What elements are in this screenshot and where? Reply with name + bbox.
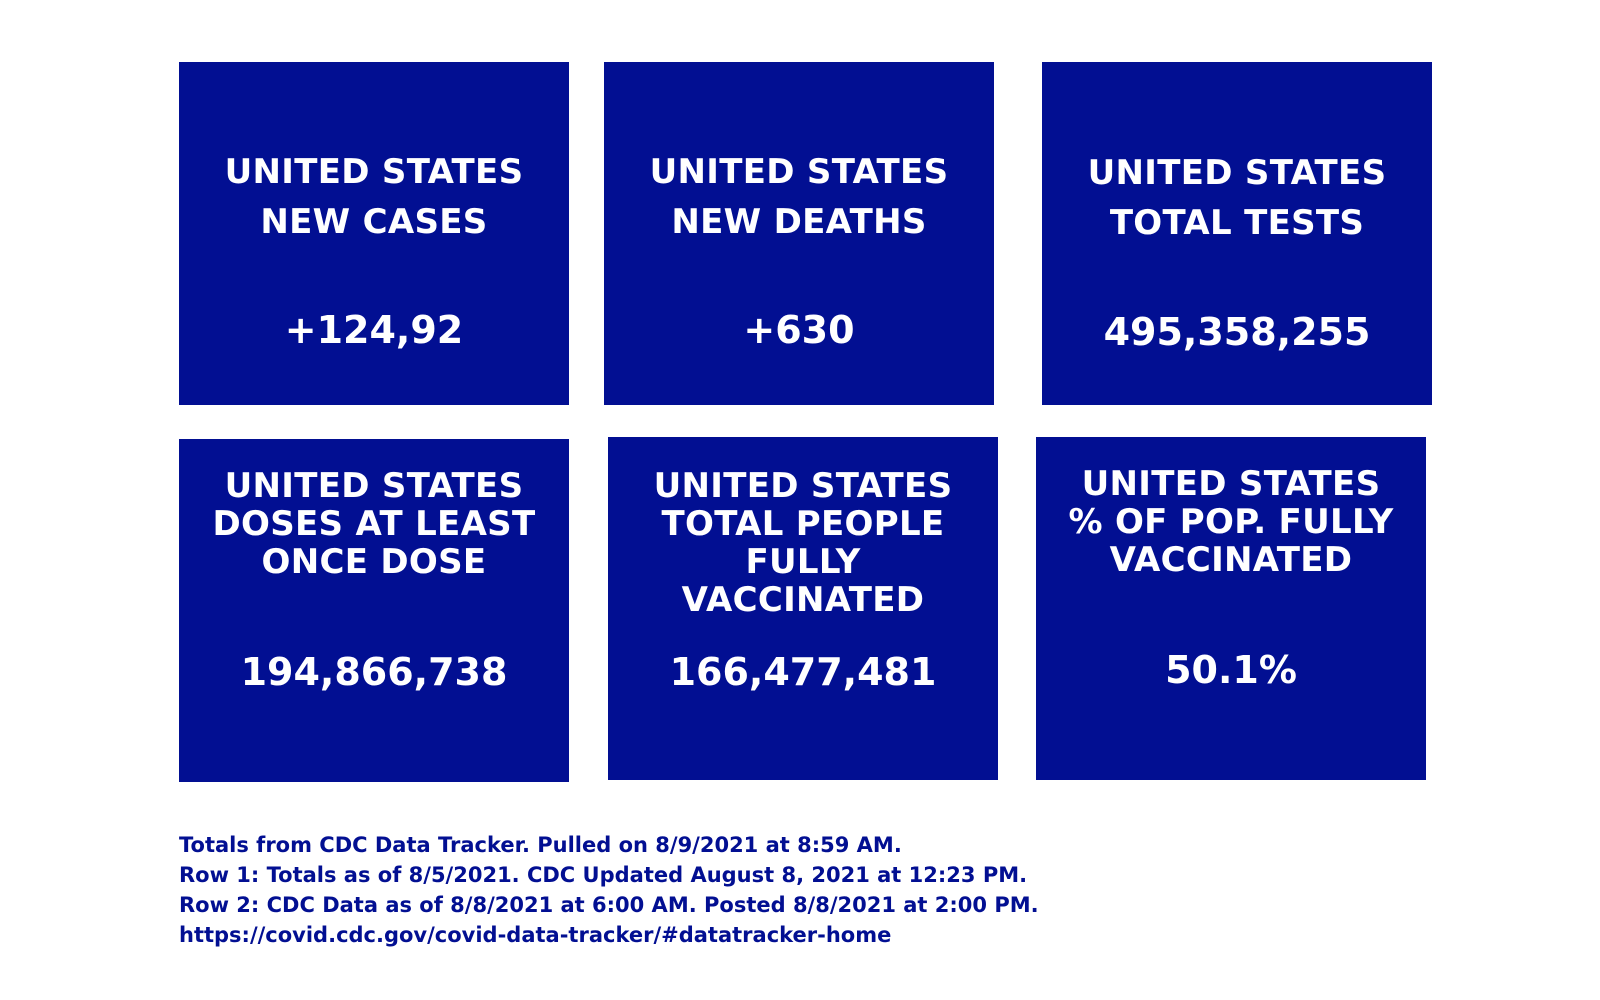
card-title: UNITED STATES % OF POP. FULLY VACCINATED bbox=[1036, 465, 1426, 579]
card-title-line: ONCE DOSE bbox=[261, 542, 487, 582]
card-title-line: TOTAL TESTS bbox=[1109, 203, 1365, 243]
percent-fully-vaccinated-card: UNITED STATES % OF POP. FULLY VACCINATED… bbox=[1036, 437, 1426, 780]
card-title-line: UNITED STATES bbox=[224, 466, 524, 506]
card-title-line: TOTAL PEOPLE bbox=[661, 504, 945, 544]
card-title-line: UNITED STATES bbox=[1081, 464, 1381, 504]
doses-at-least-one-card: UNITED STATES DOSES AT LEAST ONCE DOSE 1… bbox=[179, 439, 569, 782]
source-url: https://covid.cdc.gov/covid-data-tracker… bbox=[179, 923, 892, 947]
source-note-line: Totals from CDC Data Tracker. Pulled on … bbox=[179, 833, 902, 857]
card-title-line: UNITED STATES bbox=[649, 152, 949, 192]
card-value: 166,477,481 bbox=[669, 650, 937, 694]
card-value: 194,866,738 bbox=[240, 650, 508, 694]
card-title: UNITED STATES NEW CASES bbox=[179, 147, 569, 247]
new-deaths-card: UNITED STATES NEW DEATHS +630 bbox=[604, 62, 994, 405]
source-notes: Totals from CDC Data Tracker. Pulled on … bbox=[179, 830, 1039, 950]
card-title-line: VACCINATED bbox=[1109, 540, 1353, 580]
card-title-line: UNITED STATES bbox=[653, 466, 953, 506]
source-note-line: Row 1: Totals as of 8/5/2021. CDC Update… bbox=[179, 863, 1028, 887]
total-tests-card: UNITED STATES TOTAL TESTS 495,358,255 bbox=[1042, 62, 1432, 405]
card-value: 50.1% bbox=[1165, 648, 1297, 692]
card-title: UNITED STATES TOTAL PEOPLE FULLY VACCINA… bbox=[608, 467, 998, 619]
card-title: UNITED STATES TOTAL TESTS bbox=[1042, 148, 1432, 248]
card-title: UNITED STATES NEW DEATHS bbox=[604, 147, 994, 247]
card-title-line: UNITED STATES bbox=[1087, 153, 1387, 193]
card-title-line: FULLY bbox=[745, 542, 861, 582]
card-title-line: NEW DEATHS bbox=[671, 202, 927, 242]
card-value: +630 bbox=[743, 308, 855, 352]
card-title-line: % OF POP. FULLY bbox=[1068, 502, 1394, 542]
source-note-line: Row 2: CDC Data as of 8/8/2021 at 6:00 A… bbox=[179, 893, 1039, 917]
card-title: UNITED STATES DOSES AT LEAST ONCE DOSE bbox=[179, 467, 569, 581]
card-title-line: NEW CASES bbox=[260, 202, 488, 242]
card-title-line: UNITED STATES bbox=[224, 152, 524, 192]
card-title-line: VACCINATED bbox=[681, 580, 925, 620]
card-value: +124,92 bbox=[284, 308, 464, 352]
total-fully-vaccinated-card: UNITED STATES TOTAL PEOPLE FULLY VACCINA… bbox=[608, 437, 998, 780]
new-cases-card: UNITED STATES NEW CASES +124,92 bbox=[179, 62, 569, 405]
card-value: 495,358,255 bbox=[1103, 310, 1371, 354]
card-title-line: DOSES AT LEAST bbox=[212, 504, 536, 544]
